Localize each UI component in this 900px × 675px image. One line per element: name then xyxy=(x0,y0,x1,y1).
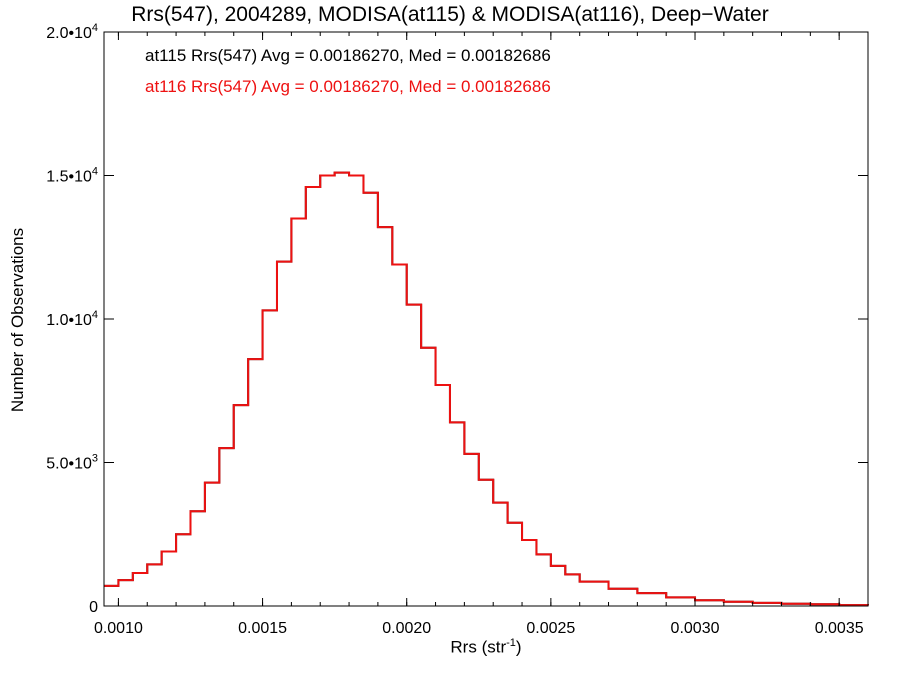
y-tick-label-base: 2.0•10 xyxy=(46,25,92,42)
series-layer xyxy=(104,171,869,607)
y-tick-label: 2.0•104 xyxy=(46,22,98,42)
y-tick-label-exponent: 4 xyxy=(92,166,98,178)
x-tick-label: 0.0010 xyxy=(94,620,143,637)
y-tick-label: 1.0•104 xyxy=(46,309,98,329)
axis-layer: 0.0010 0.0015 0.0020 0.0025 0.0030 0.0035 0 5.0… xyxy=(46,22,868,637)
x-axis-label: Rrs (str-1) xyxy=(0,637,900,658)
y-tick-label-exponent: 4 xyxy=(92,309,98,321)
chart-title: Rrs(547), 2004289, MODISA(at115) & MODIS… xyxy=(131,3,769,26)
legend-entry-at115: at115 Rrs(547) Avg = 0.00186270, Med = 0… xyxy=(145,46,551,65)
plot-frame xyxy=(103,31,869,607)
x-tick-label: 0.0025 xyxy=(526,620,575,637)
y-tick-label-base: 1.0•10 xyxy=(46,312,92,329)
legend-entry-at116: at116 Rrs(547) Avg = 0.00186270, Med = 0… xyxy=(145,77,551,96)
y-tick-label-exponent: 3 xyxy=(92,453,98,465)
y-tick-label-base: 1.5•10 xyxy=(46,169,92,186)
x-tick-label: 0.0015 xyxy=(238,620,287,637)
y-tick-label-base: 0 xyxy=(89,599,98,616)
y-tick-label: 0 xyxy=(89,599,98,616)
y-tick-label: 5.0•103 xyxy=(46,453,98,473)
y-tick-label-base: 5.0•10 xyxy=(46,456,92,473)
x-tick-label: 0.0030 xyxy=(671,620,720,637)
series-line-at116 xyxy=(104,171,869,607)
x-tick-label: 0.0035 xyxy=(815,620,864,637)
x-axis-label-exponent: -1 xyxy=(506,637,516,649)
x-tick-label: 0.0020 xyxy=(382,620,431,637)
y-tick-label: 1.5•104 xyxy=(46,166,98,186)
x-axis-label-text: Rrs (str xyxy=(450,637,507,657)
y-tick-label-exponent: 4 xyxy=(92,22,98,34)
x-axis-label-close: ) xyxy=(515,637,522,657)
series-line-at115 xyxy=(104,171,869,607)
